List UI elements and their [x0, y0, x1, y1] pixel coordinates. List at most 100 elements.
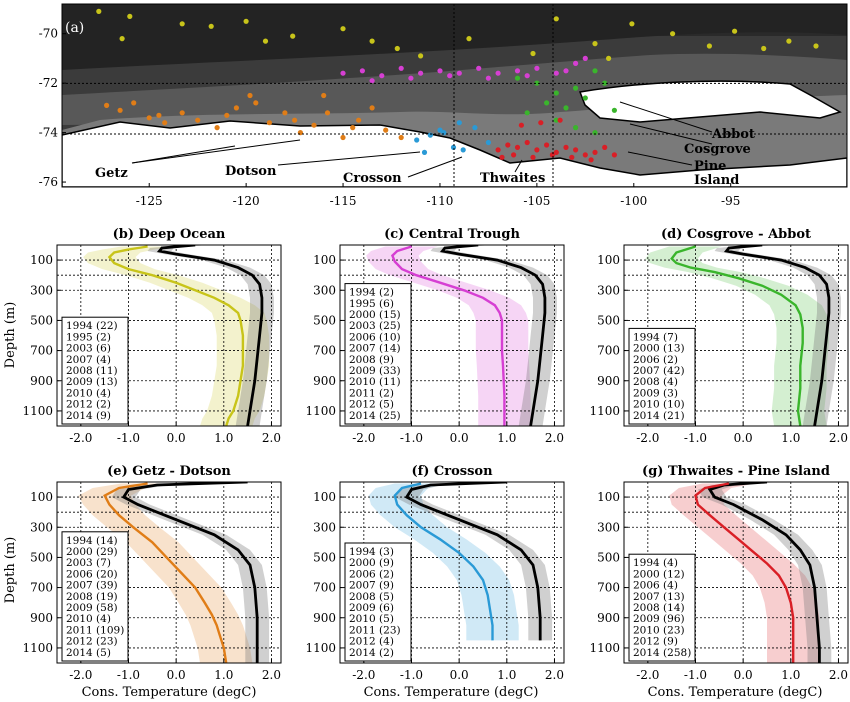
y-axis-tick-label: 500 — [597, 313, 620, 327]
y-axis-tick-label: 900 — [30, 611, 53, 625]
legend-entry: 2006 (4) — [633, 580, 678, 592]
legend-entry: 2014 (21) — [633, 410, 685, 422]
map-x-tick-label: -115 — [330, 194, 357, 208]
station-marker-central-trough — [485, 75, 491, 81]
legend-entry: 2011 (109) — [66, 624, 124, 636]
panel-plot-area — [624, 245, 848, 426]
legend-entry: 2000 (12) — [633, 568, 685, 580]
depth-axis-label-row1: Depth (m) — [3, 302, 18, 369]
legend-entry: 2009 (6) — [349, 602, 394, 614]
panel-title: (e) Getz - Dotson — [107, 464, 231, 479]
legend-box — [61, 531, 129, 662]
panel-plot-area — [57, 245, 281, 426]
y-axis-tick-label: 100 — [313, 490, 336, 504]
legend-entry: 2007 (42) — [633, 365, 685, 377]
x-axis-tick-label: 2.0 — [262, 431, 281, 445]
label-island: Island — [694, 173, 739, 188]
x-axis-tick-label: 1.0 — [497, 668, 516, 682]
map-place-callouts — [131, 101, 713, 178]
station-marker-deep-ocean — [606, 55, 612, 62]
station-marker-central-trough — [524, 73, 530, 79]
station-marker-getz-dotson — [350, 125, 356, 131]
station-marker-deep-ocean — [418, 53, 424, 59]
y-axis-tick-label: 900 — [597, 374, 620, 388]
station-marker-deep-ocean — [127, 13, 133, 19]
legend-entry: 2012 (4) — [349, 636, 394, 648]
y-axis-tick-label: 1100 — [305, 404, 336, 418]
panel-plot-area — [624, 482, 848, 663]
legend-entry: 1995 (6) — [349, 298, 394, 310]
station-marker-getz-dotson — [321, 92, 327, 99]
station-marker-getz-dotson — [282, 110, 288, 116]
station-marker-getz-dotson — [117, 107, 123, 113]
y-axis-tick-label: 300 — [597, 283, 620, 297]
x-axis-tick-label: -2.0 — [636, 431, 659, 445]
y-axis-tick-label: 300 — [30, 520, 53, 534]
x-axis-tick-label: -1.0 — [684, 668, 707, 682]
legend-entry: 2007 (9) — [349, 580, 394, 592]
station-marker-cosgrove-abbot — [592, 68, 598, 74]
y-axis-tick-label: 1100 — [589, 641, 620, 655]
legend-entry: 2003 (6) — [66, 343, 111, 355]
y-axis-tick-label: 100 — [30, 490, 53, 504]
profile-panel-e: (e) Getz - Dotson -2.0 -1.0 0.0 1.0 2.0 100 300… — [22, 464, 282, 682]
profile-panel-g: (g) Thwaites - Pine Island -2.0 -1.0 0.0 1.0… — [589, 464, 849, 682]
legend-entry: 2009 (96) — [633, 613, 685, 625]
x-axis-tick-label: -1.0 — [684, 431, 707, 445]
legend-entry: 2000 (9) — [349, 557, 394, 569]
y-axis-tick-label: 900 — [30, 374, 53, 388]
x-axis-tick-label: 0.0 — [450, 668, 469, 682]
station-marker-thwaites-pine-island — [499, 154, 505, 160]
map-x-tick-label: -120 — [233, 194, 260, 208]
map-y-tick-label: -74 — [39, 126, 59, 140]
x-axis-tick-label: -2.0 — [69, 431, 92, 445]
legend-entry: 2006 (2) — [633, 354, 678, 366]
x-axis-tick-label: -2.0 — [352, 431, 375, 445]
x-axis-tick-label: 0.0 — [450, 431, 469, 445]
legend-entry: 2012 (9) — [633, 636, 678, 648]
station-marker-thwaites-pine-island — [602, 144, 608, 150]
station-marker-crosson — [460, 147, 466, 153]
legend-entry: 2006 (20) — [66, 568, 118, 580]
legend-entry: 2014 (25) — [349, 410, 401, 422]
label-pine: Pine — [694, 159, 726, 174]
y-axis-tick-label: 1100 — [589, 404, 620, 418]
panel-title: (d) Cosgrove - Abbot — [661, 227, 811, 242]
ctd-station-markers — [96, 8, 819, 163]
station-marker-cosgrove-abbot — [524, 110, 530, 116]
station-marker-cosgrove-abbot — [563, 105, 569, 111]
label-crosson: Crosson — [343, 171, 402, 186]
station-marker-getz-dotson — [195, 117, 201, 123]
legend-entry: 2010 (23) — [633, 624, 685, 636]
station-marker-thwaites-pine-island — [553, 149, 559, 155]
legend-entry: 2009 (33) — [349, 365, 401, 377]
legend-entry: 2007 (4) — [66, 354, 111, 366]
panel-frame — [623, 481, 849, 664]
panel-frame — [339, 481, 565, 664]
temperature-axis-label-f: Cons. Temperature (degC) — [364, 685, 539, 700]
panel-frame — [56, 481, 282, 664]
station-marker-thwaites-pine-island — [514, 144, 521, 150]
region-mean-profile-line — [390, 245, 506, 426]
y-axis-tick-label: 500 — [30, 550, 53, 564]
reference-mean-profile-line — [439, 245, 547, 426]
station-marker-deep-ocean — [592, 41, 598, 47]
legend-entry: 2012 (2) — [66, 399, 111, 411]
station-marker-deep-ocean — [629, 21, 635, 27]
map-x-tick-label: -110 — [426, 194, 453, 208]
y-axis-tick-label: 700 — [313, 344, 336, 358]
legend-entry: 2008 (11) — [66, 365, 118, 377]
station-marker-central-trough — [408, 75, 414, 81]
legend-entry: 2008 (4) — [633, 376, 678, 388]
station-marker-thwaites-pine-island — [563, 144, 569, 150]
station-marker-thwaites-pine-island — [569, 154, 575, 160]
region-mean-profile-line — [393, 482, 494, 641]
map-x-tick-label: -100 — [620, 194, 647, 208]
station-marker-getz-dotson — [104, 102, 110, 108]
station-marker-thwaites-pine-island — [534, 147, 540, 153]
legend-entry: 1994 (2) — [349, 287, 394, 299]
map-panel: -125 -120 -115 -110 -105 -100 -95-70-72-74-76 … — [39, 3, 848, 208]
station-marker-crosson — [485, 139, 491, 146]
station-marker-getz-dotson — [146, 115, 152, 121]
legend-entry: 2011 (23) — [349, 624, 401, 636]
